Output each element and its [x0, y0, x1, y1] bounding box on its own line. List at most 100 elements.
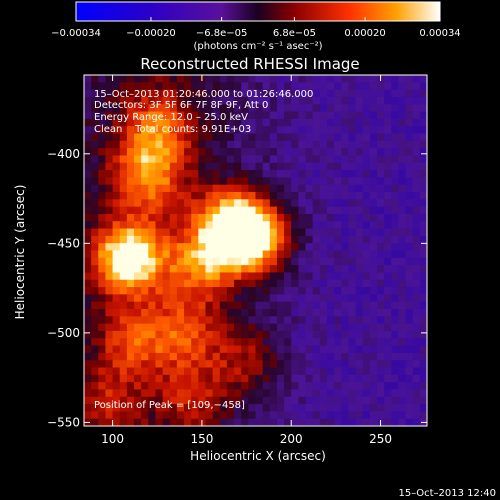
heatmap-pixel [284, 374, 292, 383]
heatmap-pixel [291, 177, 299, 186]
heatmap-pixel [226, 140, 235, 149]
heatmap-pixel [105, 140, 113, 149]
heatmap-pixel [91, 265, 99, 273]
heatmap-pixel [255, 389, 264, 398]
heatmap-pixel [134, 243, 142, 251]
heatmap-pixel [348, 287, 356, 295]
heatmap-pixel [376, 309, 385, 317]
heatmap-pixel [348, 316, 356, 325]
heatmap-pixel [91, 396, 99, 405]
heatmap-pixel [348, 352, 356, 361]
heatmap-pixel [262, 82, 271, 91]
heatmap-pixel [148, 235, 156, 244]
heatmap-pixel [134, 75, 142, 83]
heatmap-pixel [262, 184, 271, 193]
annotation-detectors: Detectors: 3F 5F 6F 7F 8F 9F, Att 0 [94, 100, 268, 111]
heatmap-pixel [191, 352, 199, 361]
heatmap-pixel [341, 374, 349, 383]
heatmap-pixel [84, 104, 92, 112]
heatmap-pixel [384, 338, 392, 346]
heatmap-pixel [369, 323, 378, 332]
heatmap-pixel [98, 250, 106, 259]
heatmap-pixel [412, 309, 421, 317]
colorbar-tick-label: 0.00034 [419, 28, 460, 39]
heatmap-pixel [276, 418, 285, 427]
heatmap-pixel [305, 126, 314, 134]
heatmap-pixel [334, 265, 342, 273]
heatmap-pixel [155, 338, 164, 346]
heatmap-pixel [376, 389, 385, 398]
heatmap-pixel [369, 235, 378, 244]
heatmap-pixel [419, 301, 428, 310]
heatmap-pixel [269, 235, 278, 244]
heatmap-pixel [276, 404, 285, 412]
heatmap-pixel [134, 367, 142, 376]
heatmap-pixel [176, 323, 185, 332]
heatmap-pixel [362, 199, 371, 208]
heatmap-pixel [334, 396, 342, 405]
heatmap-pixel [184, 133, 192, 142]
heatmap-pixel [255, 177, 264, 186]
heatmap-pixel [119, 199, 128, 208]
heatmap-pixel [355, 272, 364, 281]
heatmap-pixel [255, 75, 264, 83]
heatmap-pixel [341, 265, 349, 273]
heatmap-pixel [284, 221, 292, 229]
heatmap-pixel [312, 192, 321, 200]
heatmap-pixel [284, 257, 292, 266]
heatmap-pixel [269, 323, 278, 332]
heatmap-pixel [234, 192, 242, 200]
heatmap-pixel [348, 323, 356, 332]
heatmap-pixel [326, 360, 335, 368]
heatmap-pixel [219, 148, 228, 156]
heatmap-pixel [119, 396, 128, 405]
heatmap-pixel [341, 192, 349, 200]
heatmap-pixel [269, 352, 278, 361]
heatmap-pixel [91, 301, 99, 310]
heatmap-pixel [134, 323, 142, 332]
heatmap-pixel [326, 257, 335, 266]
heatmap-pixel [84, 360, 92, 368]
heatmap-pixel [348, 206, 356, 215]
plot-frame [83, 74, 428, 427]
heatmap-pixel [119, 352, 128, 361]
heatmap-pixel [326, 418, 335, 427]
heatmap-pixel [84, 235, 92, 244]
heatmap-pixel [119, 272, 128, 281]
heatmap-pixel [255, 396, 264, 405]
heatmap-pixel [141, 257, 149, 266]
heatmap-pixel [334, 309, 342, 317]
heatmap-pixel [141, 177, 149, 186]
heatmap-pixel [276, 243, 285, 251]
heatmap-pixel [269, 89, 278, 98]
heatmap-pixel [412, 287, 421, 295]
heatmap-pixel [176, 82, 185, 91]
heatmap-pixel [198, 148, 206, 156]
heatmap-pixel [276, 323, 285, 332]
heatmap-pixel [291, 213, 299, 222]
heatmap-pixel [184, 184, 192, 193]
heatmap-pixel [412, 199, 421, 208]
heatmap-pixel [112, 221, 121, 229]
heatmap-pixel [362, 345, 371, 354]
heatmap-pixel [226, 272, 235, 281]
heatmap-pixel [98, 148, 106, 156]
heatmap-pixel [276, 162, 285, 171]
colorbar-tick-label: −6.8e−05 [196, 28, 248, 39]
heatmap-pixel [291, 82, 299, 91]
heatmap-pixel [255, 213, 264, 222]
heatmap-pixel [412, 162, 421, 171]
heatmap-pixel [298, 309, 306, 317]
heatmap-pixel [119, 374, 128, 383]
heatmap-pixel [105, 199, 113, 208]
heatmap-pixel [384, 323, 392, 332]
heatmap-pixel [298, 111, 306, 120]
heatmap-pixel [155, 75, 164, 83]
heatmap-pixel [234, 199, 242, 208]
heatmap-pixel [112, 75, 121, 83]
heatmap-pixel [112, 352, 121, 361]
heatmap-pixel [134, 272, 142, 281]
heatmap-pixel [384, 155, 392, 164]
heatmap-pixel [219, 213, 228, 222]
heatmap-pixel [112, 213, 121, 222]
